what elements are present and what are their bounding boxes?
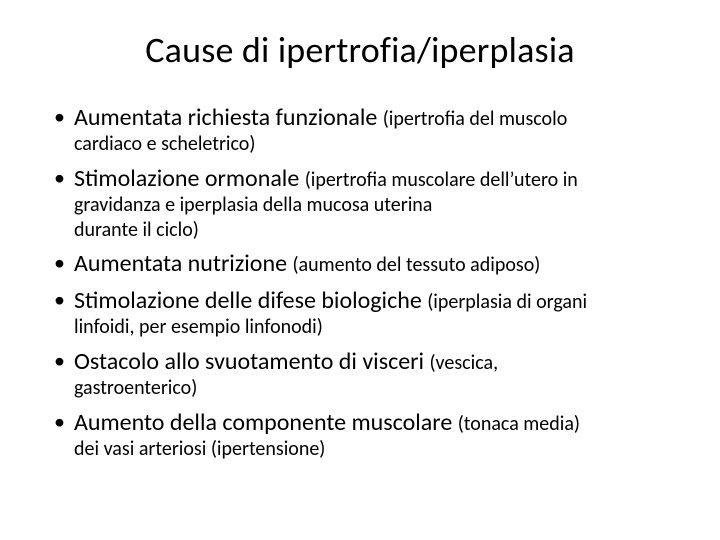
bullet-lead: Aumentata richiesta funzionale <box>74 103 383 132</box>
list-item: Ostacolo allo svuotamento di visceri (ve… <box>54 348 680 401</box>
bullet-lead: Stimolazione delle difese biologiche <box>74 286 427 315</box>
slide: Cause di ipertrofia/iperplasia Aumentata… <box>0 0 720 540</box>
bullet-paren: (vescica, <box>429 351 498 375</box>
bullet-continuation: cardiaco e scheletrico) <box>74 133 680 157</box>
list-item: Stimolazione ormonale (ipertrofia muscol… <box>54 165 680 243</box>
bullet-continuation: gastroenterico) <box>74 377 680 401</box>
bullet-lead: Aumento della componente muscolare <box>74 408 458 437</box>
bullet-paren: (iperplasia di organi <box>427 290 587 314</box>
bullet-continuation: linfoidi, per esempio linfonodi) <box>74 316 680 340</box>
list-item: Aumentata nutrizione (aumento del tessut… <box>54 250 680 278</box>
bullet-continuation: durante il ciclo) <box>82 219 680 243</box>
bullet-paren: (ipertrofia del muscolo <box>383 107 568 131</box>
bullet-paren: (aumento del tessuto adiposo) <box>292 253 540 277</box>
list-item: Aumentata richiesta funzionale (ipertrof… <box>54 104 680 157</box>
bullet-continuation: dei vasi arteriosi (ipertensione) <box>74 438 680 462</box>
bullet-continuation: gravidanza e iperplasia della mucosa ute… <box>74 194 680 218</box>
slide-title: Cause di ipertrofia/iperplasia <box>40 28 680 72</box>
bullet-list: Aumentata richiesta funzionale (ipertrof… <box>40 104 680 461</box>
bullet-paren: (tonaca media) <box>458 412 580 436</box>
bullet-lead: Aumentata nutrizione <box>74 249 292 278</box>
bullet-paren: (ipertrofia muscolare dell’utero in <box>305 168 578 192</box>
bullet-lead: Stimolazione ormonale <box>74 164 305 193</box>
list-item: Stimolazione delle difese biologiche (ip… <box>54 287 680 340</box>
bullet-lead: Ostacolo allo svuotamento di visceri <box>74 347 429 376</box>
list-item: Aumento della componente muscolare (tona… <box>54 409 680 462</box>
